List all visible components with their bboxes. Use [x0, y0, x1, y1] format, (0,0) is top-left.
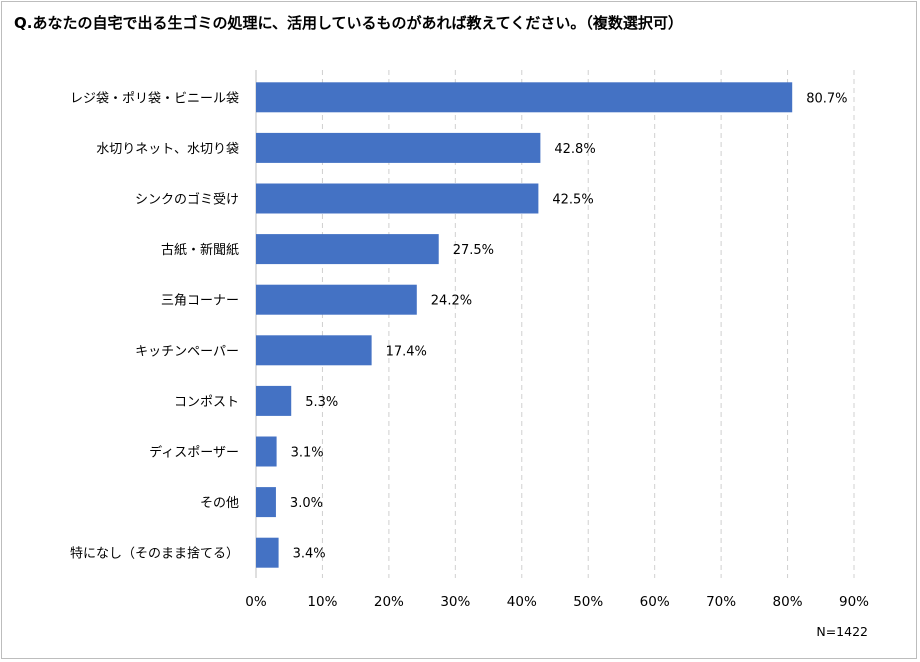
x-tick-label: 0%: [245, 594, 267, 610]
category-label: コンポスト: [174, 395, 239, 410]
x-tick-label: 80%: [773, 594, 803, 610]
chart-title: Q.あなたの自宅で出る生ゴミの処理に、活用しているものがあれば教えてください。（…: [14, 14, 683, 32]
bar: [256, 284, 417, 315]
category-label: 古紙・新聞紙: [161, 242, 239, 258]
bar: [256, 385, 292, 416]
category-label: キッチンペーパー: [135, 344, 239, 359]
category-label: ディスポーザー: [149, 445, 239, 461]
sample-size-note: N=1422: [816, 624, 868, 639]
bar: [256, 537, 279, 568]
bar: [256, 132, 541, 163]
x-tick-label: 50%: [573, 594, 603, 610]
category-label: 三角コーナー: [161, 294, 239, 309]
bar: [256, 487, 276, 518]
x-tick-label: 30%: [440, 594, 470, 610]
x-tick-label: 40%: [507, 594, 537, 610]
category-label: レジ袋・ポリ袋・ビニール袋: [70, 91, 239, 106]
bar: [256, 234, 439, 265]
value-label: 42.8%: [554, 142, 595, 157]
value-label: 27.5%: [453, 243, 494, 258]
value-label: 24.2%: [431, 294, 472, 309]
value-label: 17.4%: [386, 344, 427, 359]
bar: [256, 436, 277, 467]
x-tick-label: 70%: [706, 594, 736, 610]
x-tick-label: 60%: [640, 594, 670, 610]
bar: [256, 335, 372, 366]
value-label: 42.5%: [552, 193, 593, 208]
x-tick-label: 10%: [307, 594, 337, 610]
category-label: 水切りネット、水切り袋: [96, 142, 239, 157]
x-tick-label: 20%: [374, 594, 404, 610]
x-tick-label: 90%: [839, 594, 869, 610]
value-label: 3.0%: [290, 496, 323, 511]
value-label: 3.4%: [293, 547, 326, 562]
category-label: シンクのゴミ受け: [135, 192, 239, 208]
category-label: 特になし（そのまま捨てる）: [70, 546, 239, 562]
value-label: 3.1%: [291, 446, 324, 461]
value-label: 5.3%: [305, 395, 338, 410]
bar: [256, 82, 793, 113]
value-label: 80.7%: [806, 91, 847, 106]
category-label: その他: [200, 496, 239, 511]
bar: [256, 183, 539, 214]
